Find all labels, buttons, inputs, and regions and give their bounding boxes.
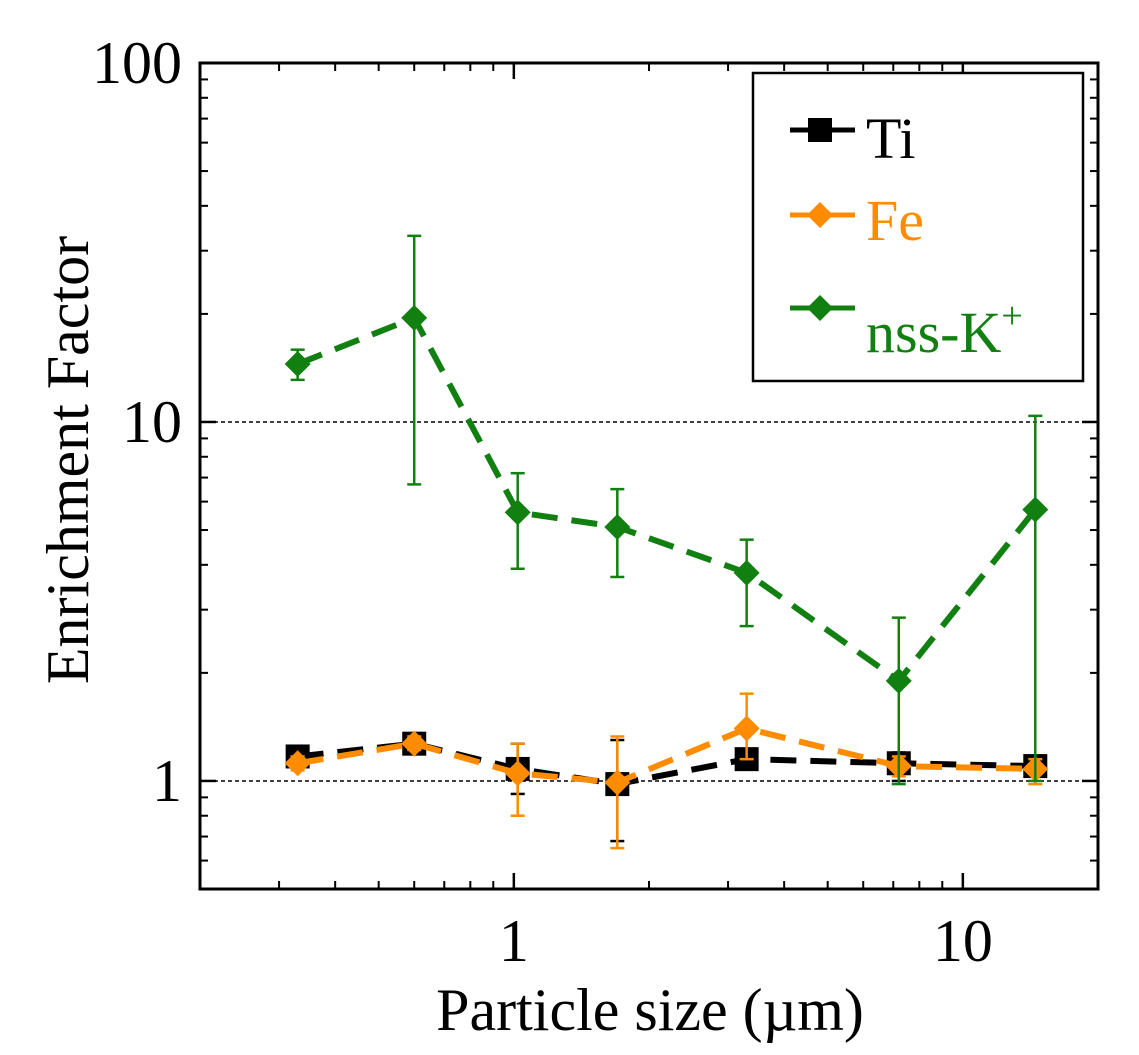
legend-item-fe: Fe: [790, 188, 924, 253]
series-layer: [284, 234, 1049, 850]
grid-layer: [200, 421, 1098, 782]
legend-marker-nss-k: [807, 295, 833, 321]
y-tick-label-100: 100: [92, 30, 182, 96]
legend-label-nss-k-sup: +: [1001, 295, 1022, 337]
y-tick-label-1: 1: [152, 748, 182, 814]
marker-2-6: [1022, 496, 1049, 523]
legend-label-nss-k: nss-K+: [866, 295, 1023, 365]
legend-item-ti: Ti: [790, 106, 916, 171]
legend-item-nss-k: nss-K+: [790, 295, 1023, 365]
marker-1-2: [504, 760, 531, 787]
legend-marker-fe: [807, 202, 833, 228]
marker-1-3: [604, 769, 631, 796]
x-tick-label-1: 1: [499, 908, 529, 974]
marker-2-2: [504, 499, 531, 526]
x-axis-label: Particle size (µm): [436, 977, 864, 1043]
legend-label-fe: Fe: [866, 188, 924, 253]
series-1: [284, 692, 1049, 850]
marker-2-0: [284, 351, 311, 378]
axes-layer: 1 10 100 1 10: [92, 30, 1099, 974]
marker-1-1: [401, 730, 428, 757]
legend-label-nss-k-text: nss-K: [866, 300, 1001, 365]
legend: Ti Fe nss-K+: [751, 71, 1085, 383]
marker-1-0: [284, 750, 311, 777]
marker-2-5: [885, 667, 912, 694]
y-tick-label-10: 10: [122, 389, 182, 455]
marker-1-4: [733, 715, 760, 742]
series-2: [284, 234, 1049, 786]
marker-2-4: [733, 559, 760, 586]
legend-marker-ti: [808, 118, 832, 142]
y-axis-label: Enrichment Factor: [35, 236, 101, 684]
marker-2-3: [604, 513, 631, 540]
legend-label-ti: Ti: [866, 106, 916, 171]
marker-2-1: [401, 304, 428, 331]
x-tick-label-10: 10: [933, 908, 993, 974]
